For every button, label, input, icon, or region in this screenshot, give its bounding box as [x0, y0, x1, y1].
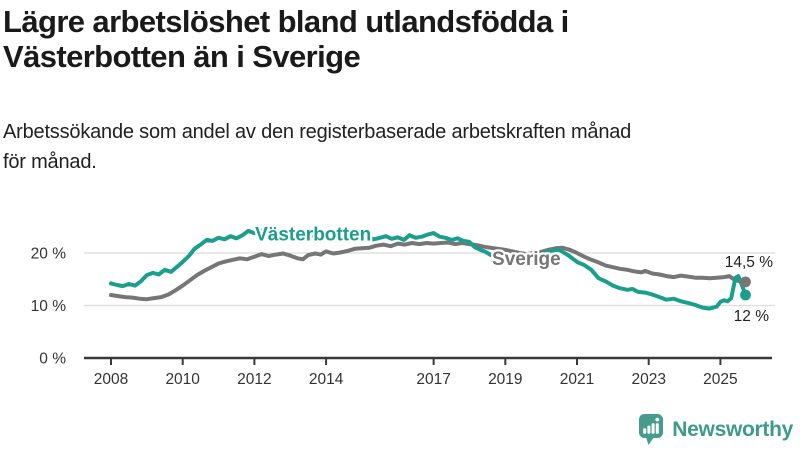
y-axis-label: 20 %: [31, 246, 67, 263]
page-title: Lägre arbetslöshet bland utlandsfödda i …: [3, 4, 569, 74]
y-axis-label: 0 %: [39, 351, 66, 368]
x-axis-label: 2014: [309, 371, 344, 388]
end-value-label-sverige: 14,5 %: [725, 254, 773, 271]
chart-subtitle: Arbetssökande som andel av den registerb…: [3, 117, 631, 177]
series-label-sverige: Sverige: [492, 249, 561, 270]
end-value-label-vasterbotten: 12 %: [734, 308, 770, 325]
x-axis-label: 2025: [703, 371, 737, 388]
subtitle-line-1: Arbetssökande som andel av den registerb…: [3, 121, 632, 143]
series-endpoint-dot-vasterbotten: [740, 289, 751, 301]
x-axis-label: 2023: [631, 371, 665, 388]
x-axis-label: 2017: [416, 371, 450, 388]
title-line-2: Västerbotten än i Sverige: [3, 39, 361, 74]
series-line-sverige: [109, 240, 748, 302]
title-line-1: Lägre arbetslöshet bland utlandsfödda i: [3, 4, 569, 39]
x-axis-label: 2012: [237, 371, 271, 388]
x-axis-label: 2019: [488, 371, 522, 388]
newsworthy-icon: [639, 414, 664, 445]
x-axis-label: 2010: [165, 371, 200, 388]
line-chart: 0 % 10 % 20 % 2008 2010 2012 2014 2017 2019 2021 2…: [31, 222, 776, 388]
newsworthy-wordmark: Newsworthy: [672, 417, 793, 441]
y-axis-label: 10 %: [31, 298, 67, 315]
newsworthy-logo[interactable]: Newsworthy: [638, 413, 793, 446]
series-endpoint-dot-sverige: [740, 276, 751, 288]
subtitle-line-2: för månad.: [3, 151, 97, 173]
series-line-vasterbotten: [109, 228, 748, 311]
x-axis-label: 2021: [560, 371, 594, 388]
x-axis-label: 2008: [94, 371, 128, 388]
series-label-vasterbotten: Västerbotten: [255, 225, 371, 246]
